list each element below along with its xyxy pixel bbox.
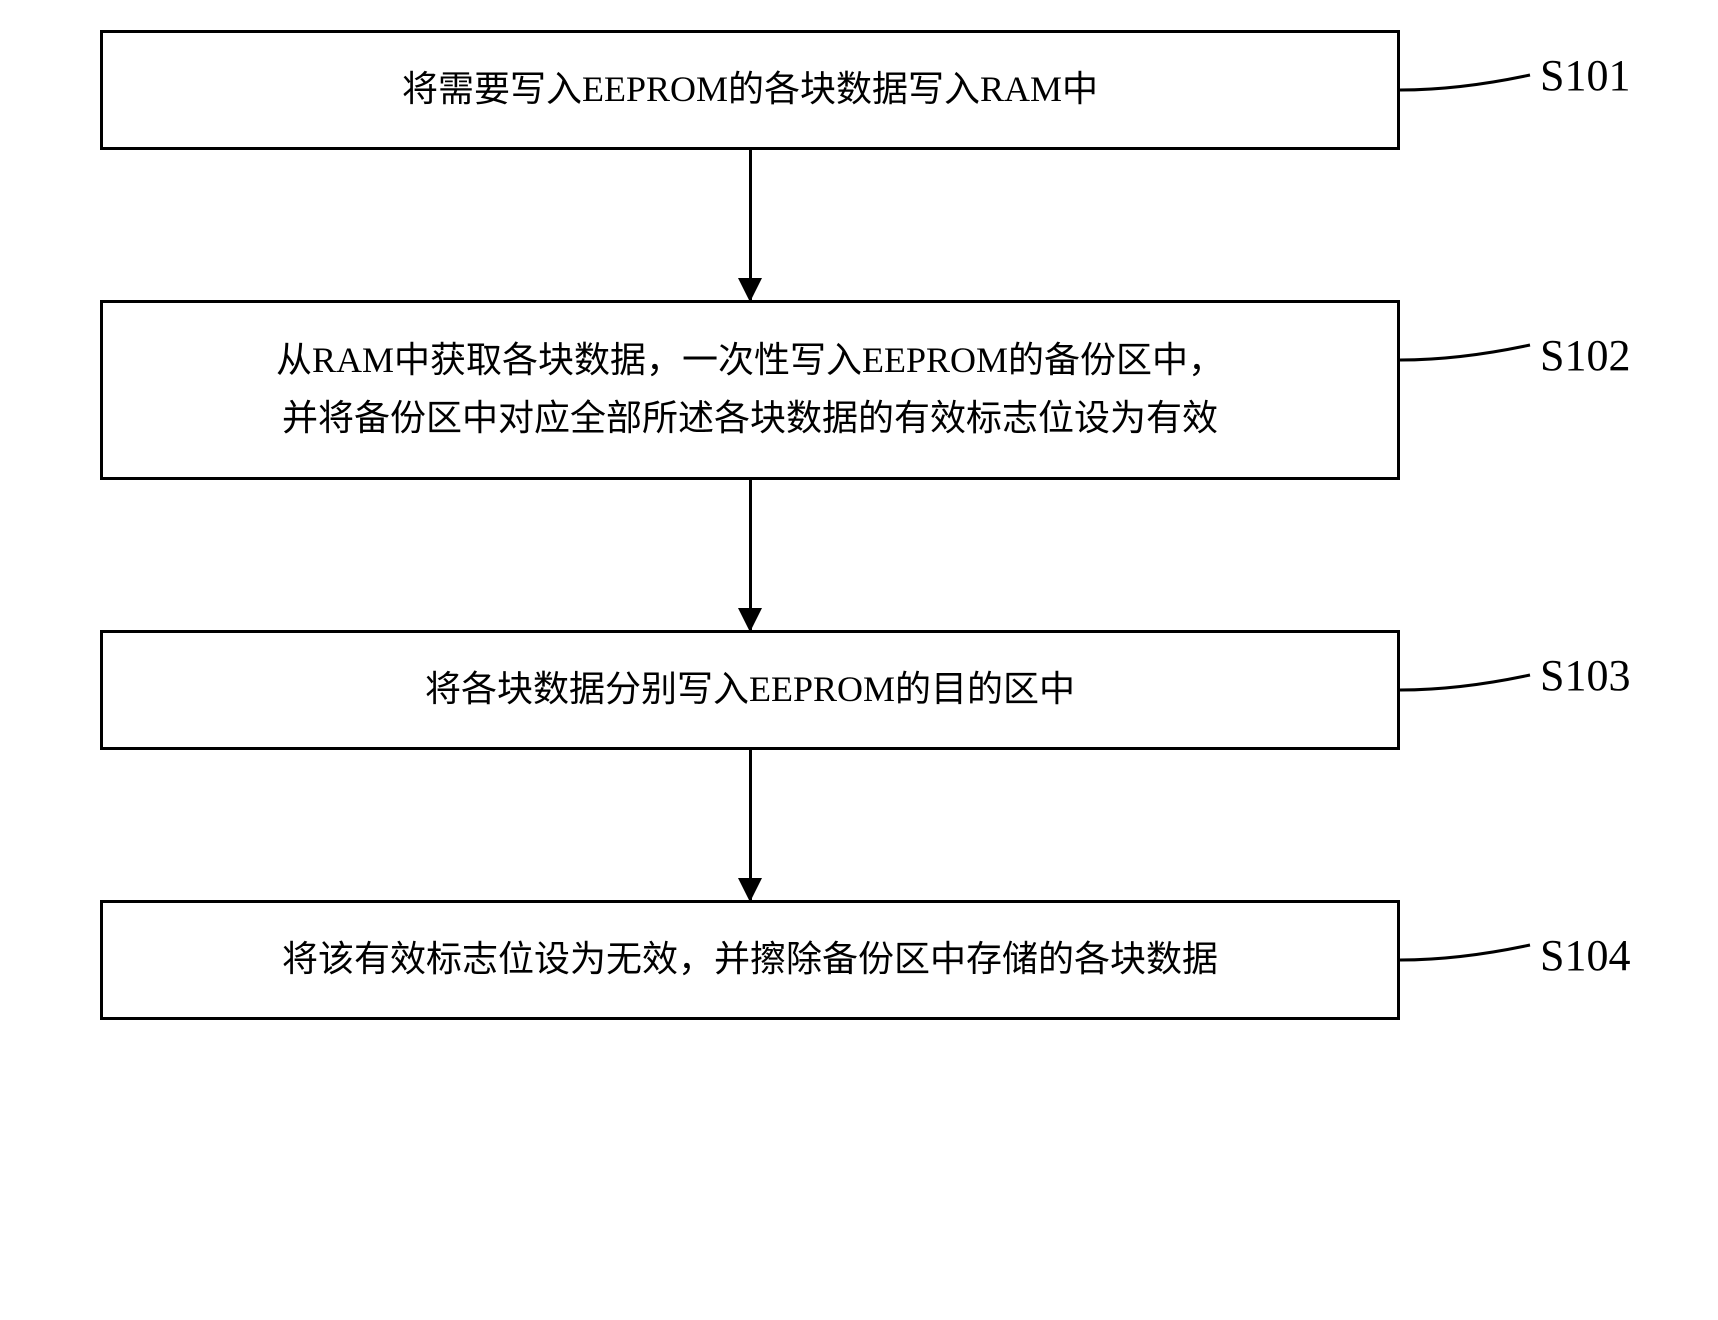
flowchart-step-s103: 将各块数据分别写入EEPROM的目的区中 xyxy=(100,630,1400,750)
arrow-container-3 xyxy=(100,750,1400,900)
step-text: 将各块数据分别写入EEPROM的目的区中 xyxy=(425,661,1075,719)
step-text: 将该有效标志位设为无效，并擦除备份区中存储的各块数据 xyxy=(282,931,1218,989)
step-label-s101: S101 xyxy=(1540,50,1630,101)
flowchart-step-s104: 将该有效标志位设为无效，并擦除备份区中存储的各块数据 xyxy=(100,900,1400,1020)
label-connector-s102 xyxy=(1400,330,1540,380)
step-text: 从RAM中获取各块数据，一次性写入EEPROM的备份区中， xyxy=(276,332,1224,390)
step-label-s102: S102 xyxy=(1540,330,1630,381)
flowchart-arrow xyxy=(749,750,752,900)
flowchart-arrow xyxy=(749,480,752,630)
flowchart-container: 将需要写入EEPROM的各块数据写入RAM中 S101 从RAM中获取各块数据，… xyxy=(100,30,1600,1020)
step-text: 将需要写入EEPROM的各块数据写入RAM中 xyxy=(402,61,1098,119)
flowchart-arrow xyxy=(749,150,752,300)
label-connector-s103 xyxy=(1400,660,1540,710)
step-label-s103: S103 xyxy=(1540,650,1630,701)
label-connector-s101 xyxy=(1400,60,1540,110)
step-text: 并将备份区中对应全部所述各块数据的有效标志位设为有效 xyxy=(282,390,1218,448)
flowchart-step-s102: 从RAM中获取各块数据，一次性写入EEPROM的备份区中， 并将备份区中对应全部… xyxy=(100,300,1400,480)
flowchart-step-s101: 将需要写入EEPROM的各块数据写入RAM中 xyxy=(100,30,1400,150)
step-label-s104: S104 xyxy=(1540,930,1630,981)
arrow-container-2 xyxy=(100,480,1400,630)
label-connector-s104 xyxy=(1400,930,1540,980)
arrow-container-1 xyxy=(100,150,1400,300)
